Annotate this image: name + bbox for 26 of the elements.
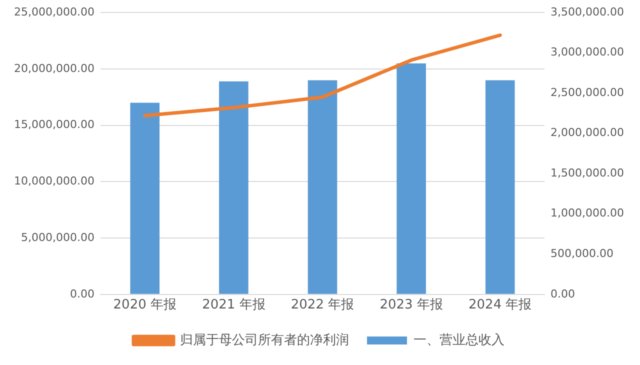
y-tick-label: 0.00 — [70, 287, 94, 300]
y-tick-label: 5,000,000.00 — [20, 230, 94, 244]
y2-tick-label: 1,500,000.00 — [550, 166, 624, 180]
legend-label: 归属于母公司所有者的净利润 — [180, 332, 349, 348]
y-tick-label: 25,000,000.00 — [14, 5, 94, 18]
y-tick-label: 15,000,000.00 — [14, 118, 94, 132]
bar — [396, 63, 426, 294]
x-tick-label: 2020 年报 — [113, 298, 176, 313]
y-tick-label: 20,000,000.00 — [14, 62, 94, 75]
y2-tick-label: 3,000,000.00 — [550, 46, 624, 59]
y2-tick-label: 500,000.00 — [550, 247, 614, 260]
x-tick-label: 2023 年报 — [380, 298, 443, 313]
x-tick-label: 2022 年报 — [290, 298, 354, 313]
y2-tick-label: 3,500,000.00 — [550, 5, 624, 18]
y2-tick-label: 2,500,000.00 — [550, 86, 624, 99]
y2-tick-label: 2,000,000.00 — [550, 126, 624, 140]
x-tick-label: 2021 年报 — [202, 298, 266, 313]
y-tick-label: 10,000,000.00 — [14, 174, 94, 188]
y2-tick-label: 0.00 — [550, 287, 576, 300]
bar — [219, 81, 248, 294]
y2-tick-label: 1,000,000.00 — [550, 206, 624, 220]
legend-label: 一、营业总收入 — [414, 332, 504, 348]
bar — [130, 102, 160, 294]
x-tick-label: 2024 年报 — [468, 298, 532, 313]
bar — [485, 80, 515, 294]
bar — [308, 80, 338, 294]
